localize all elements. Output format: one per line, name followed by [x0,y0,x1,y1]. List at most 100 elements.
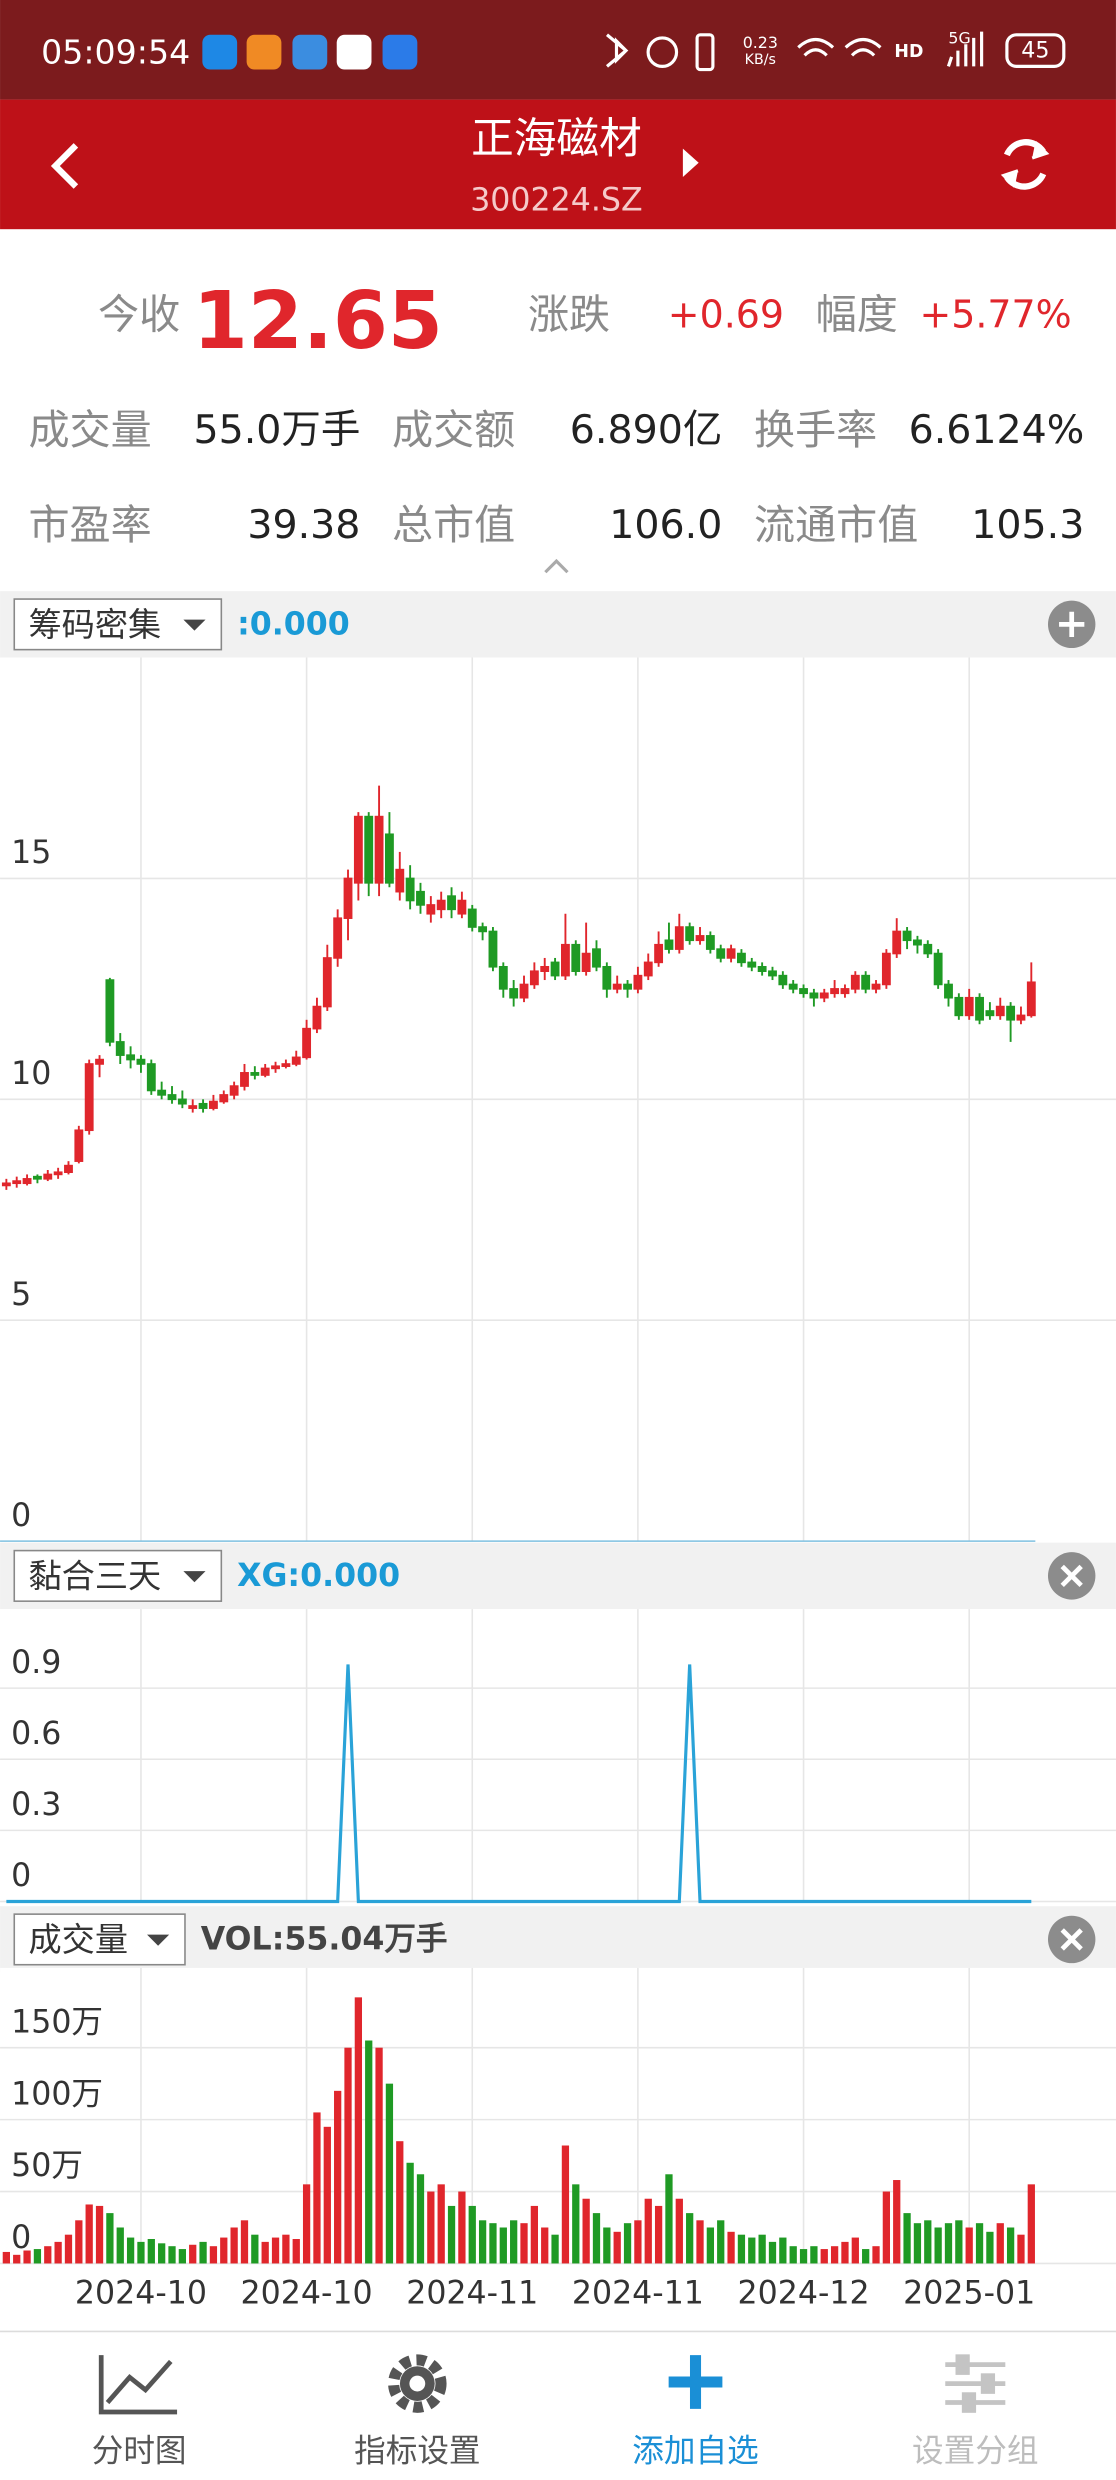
volume-bar [447,2205,456,2264]
volume-bar [189,2244,197,2264]
candle-body [799,988,808,995]
y-tick-label: 0.3 [11,1787,61,1823]
refresh-button[interactable] [1000,139,1050,190]
candle-body [716,948,726,959]
candle-body [22,1178,32,1185]
net-unit: KB/s [745,52,776,68]
charts: 0 5 10 15 0 0.3 0.6 0.9 0 50万 100万 150万 2024-10 2024-… [0,657,1116,2311]
volume-bar [1017,2234,1025,2264]
candle-body [685,926,695,942]
indicator-selector[interactable] [13,1549,223,1602]
volume-bar [199,2241,207,2264]
candle-body [333,917,343,959]
selector-label: 筹码密集 [28,605,161,644]
stat-value: 106.0 [609,502,722,548]
candle-body [43,1173,53,1180]
candle-body [322,957,332,1008]
candle-body [757,965,767,972]
chart-area [0,1609,1116,1902]
candle-body [612,983,622,990]
candle-body [364,815,374,884]
candle-body [881,952,891,986]
volume-bar [489,2223,497,2264]
hd-badge: HD [894,42,923,62]
icon-settings[interactable] [388,2354,447,2413]
back-button[interactable] [50,143,79,189]
candle-body [674,926,684,950]
change-value: +0.69 [668,293,784,337]
candle-body [592,948,601,968]
candle-body [436,899,446,911]
candle-body [519,983,529,999]
stat-value: 6.890亿 [570,407,723,453]
volume-bar [2,2251,10,2264]
icon-timeshare[interactable] [98,2355,178,2415]
candle-body [405,877,415,902]
volume-bar [592,2213,601,2264]
volume-bar [510,2220,518,2264]
icon-add[interactable] [668,2355,723,2409]
nav-item[interactable]: 指标设置 [354,2434,480,2470]
candle-body [954,996,964,1017]
candle-body [550,961,560,977]
clock: 05:09:54 [41,33,190,72]
y-tick-label: 15 [11,835,51,871]
candle-body [985,1010,995,1017]
candle-body [788,983,798,990]
volume-bar [696,2220,704,2264]
collapse-caret[interactable] [544,558,569,574]
candle-body [944,983,953,999]
candle-body [208,1100,218,1109]
volume-bar [437,2184,445,2264]
candle-body [84,1063,94,1132]
candle-body [105,979,115,1043]
button-glyph [1060,1564,1083,1588]
volume-bar [541,2227,549,2264]
candle-body [291,1056,301,1065]
nav-item[interactable]: 添加自选 [632,2434,758,2470]
nav-item[interactable]: 设置分组 [912,2434,1038,2470]
battery-level: 45 [1021,38,1049,64]
volume-bar [282,2234,290,2264]
change-label: 涨跌 [528,291,610,339]
next-stock[interactable] [682,148,699,178]
candle-body [167,1094,177,1101]
volume-bar [354,1997,363,2264]
pct-value: +5.77% [919,293,1071,337]
stat-value: 39.38 [247,502,360,548]
volume-bar [385,2083,394,2264]
volume-bar [810,2246,818,2264]
candle-body [964,996,974,1017]
volume-bar [934,2227,942,2264]
stat-value: 55.0万手 [193,407,360,453]
volume-bar [706,2227,715,2264]
volume-bar [251,2234,259,2264]
volume-bar [323,2126,331,2264]
volume-bar [955,2220,963,2264]
y-tick-label: 0 [11,1498,31,1534]
stat-label: 总市值 [392,501,515,549]
volume-bar [240,2220,249,2264]
icon-group[interactable] [945,2354,1006,2413]
volume-bar [665,2174,673,2264]
volume-bar [302,2184,311,2264]
nav-item[interactable]: 分时图 [92,2434,187,2470]
candle-body [871,983,881,990]
notification-icons [202,34,418,70]
indicator-selector[interactable] [13,598,223,651]
volume-bar [830,2246,839,2264]
volume-bar [530,2205,539,2264]
candle-body [457,899,467,915]
volume-bar [33,2249,42,2264]
candle-body [353,815,363,884]
stock-code: 300224.SZ [470,183,642,219]
volume-bar [292,2239,300,2264]
volume-bar [768,2241,777,2264]
volume-bar [634,2220,642,2264]
candle-body [902,930,912,942]
volume-bar [271,2237,280,2264]
volume-bar [1027,2184,1035,2264]
volume-bar [603,2227,611,2264]
indicator-readout: VOL:55.04万手 [201,1921,448,1957]
